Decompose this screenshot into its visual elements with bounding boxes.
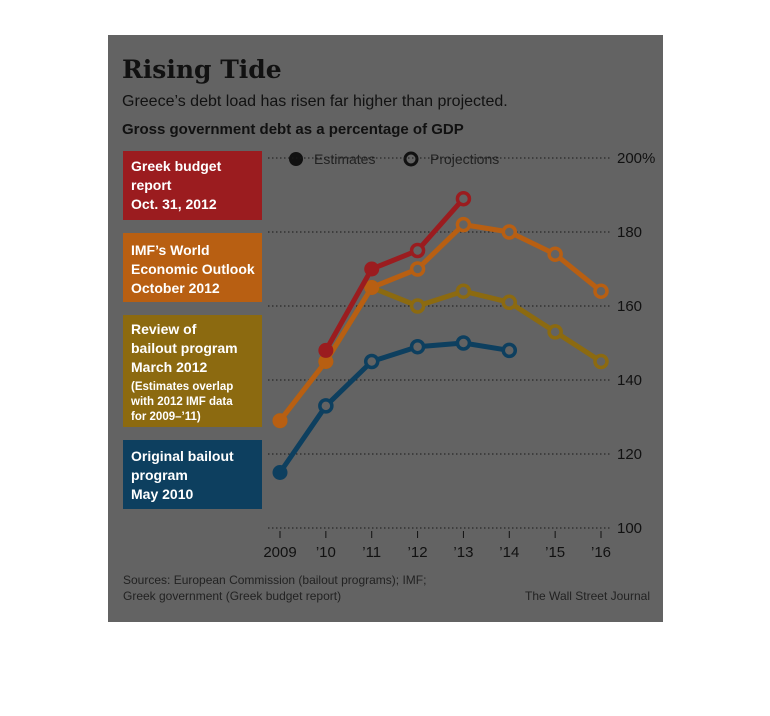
x-tick-label-2009: 2009 [263,544,296,561]
series-4-label-line-3: May 2010 [131,486,193,502]
legend-projection-marker [403,151,419,167]
series-3-point-2012 [409,298,426,314]
series-4 [272,335,518,480]
x-tick-label-2016: ’16 [591,544,611,561]
series-4-point-2011 [363,353,380,370]
legend-estimate-marker [289,152,303,166]
series-3-note-line-2: with 2012 IMF data [130,396,233,408]
series-1-label-box [123,151,262,220]
legend-estimates-label: Estimates [314,151,375,167]
series-1-point-2011 [364,261,380,277]
y-tick-label-160: 160 [617,298,642,315]
series-4-point-2009 [272,465,288,480]
x-tick-label-2012: ’12 [408,544,428,561]
series-4-label-line-1: Original bailout [131,448,234,464]
series-4-label-line-2: program [131,467,188,483]
series-3-label-box [123,315,262,427]
series-4-point-2010 [318,398,334,414]
x-tick-label-2014: ’14 [499,544,519,561]
series-4-label-box [123,440,262,509]
series-2-point-2012 [409,261,426,277]
series-1-label-line-3: Oct. 31, 2012 [131,196,217,212]
chart-title: Rising Tide [122,55,282,84]
sources-line-1: Sources: European Commission (bailout pr… [123,573,426,587]
legend-projections-label: Projections [430,151,499,167]
series-3-note-line-3: for 2009–’11) [131,411,201,423]
chart-heading: Gross government debt as a percentage of… [122,121,464,138]
x-tick-label-2013: ’13 [453,544,473,561]
series-1-point-2012 [409,242,426,259]
y-tick-label-200: 200% [617,150,655,167]
series-1-point-2013 [455,190,472,207]
series-4-point-2013 [455,335,472,351]
series-1 [318,190,472,358]
y-tick-label-180: 180 [617,224,642,241]
chart-subtitle: Greece’s debt load has risen far higher … [122,93,508,110]
series-3-point-2014 [501,294,518,311]
series-3-note-line-1: (Estimates overlap [131,381,233,393]
y-tick-label-140: 140 [617,372,642,389]
series-2-label-line-1: IMF’s World [131,242,210,258]
series-3-point-2016 [593,353,609,370]
credit-line: The Wall Street Journal [525,589,650,603]
footer: Sources: European Commission (bailout pr… [123,573,650,603]
series-3-label-line-3: March 2012 [131,359,207,375]
series-2-point-2013 [455,216,472,233]
y-tick-label-120: 120 [617,446,642,463]
series-4-point-2012 [409,338,426,355]
legend: Estimates Projections [289,151,499,167]
series-2 [272,216,609,429]
series-2-point-2010 [318,354,334,369]
x-axis-ticks: 2009 ’10 ’11 ’12 ’13 ’14 ’15 ’16 [263,531,611,561]
series-3-label-line-2: bailout program [131,340,238,356]
x-tick-label-2011: ’11 [362,544,381,561]
series-1-label-line-1: Greek budget [131,158,222,174]
series-3-point-2013 [455,283,472,299]
gridlines [268,157,610,529]
series-lines [272,190,609,480]
series-2-label-line-3: October 2012 [131,280,220,296]
x-tick-label-2015: ’15 [545,544,565,561]
series-4-point-2014 [501,342,518,359]
series-2-point-2014 [501,224,518,240]
series-2-point-2011 [364,280,380,295]
series-3-label-line-1: Review of [131,321,197,337]
series-1-point-2010 [318,342,334,358]
y-axis-ticks: 100 120 140 160 180 200% [617,150,655,537]
x-tick-label-2010: ’10 [316,544,336,561]
series-1-line [323,196,466,353]
sources-line-2: Greek government (Greek budget report) [123,589,341,603]
series-2-point-2016 [593,283,609,299]
series-1-label-line-2: report [131,177,172,193]
series-3-point-2015 [547,324,563,340]
series-label-boxes: Greek budget report Oct. 31, 2012 IMF’s … [123,151,262,509]
series-2-label-line-2: Economic Outlook [131,261,255,277]
series-2-point-2009 [272,413,288,429]
series-2-label-box [123,233,262,302]
series-2-line [277,222,604,424]
series-2-point-2015 [547,246,563,262]
y-tick-label-100: 100 [617,520,642,537]
